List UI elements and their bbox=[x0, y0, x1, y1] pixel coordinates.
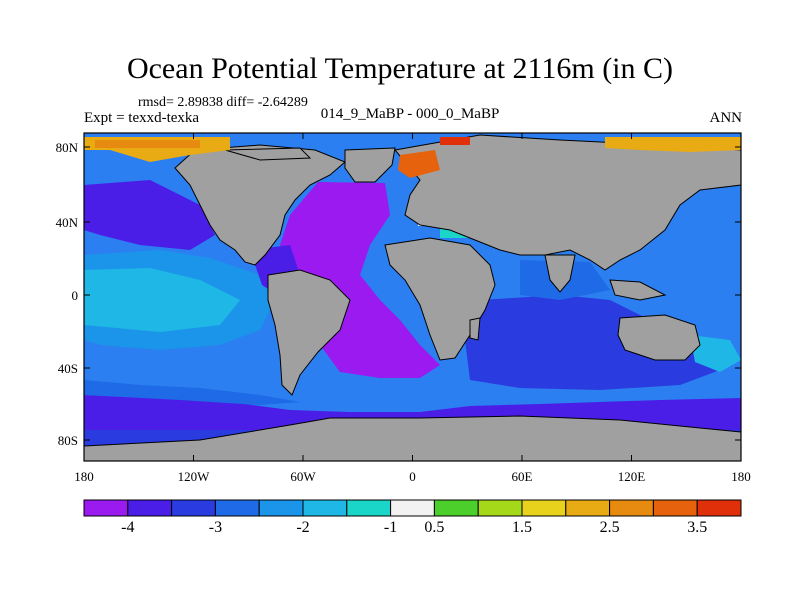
lat-tick-label: 0 bbox=[72, 288, 79, 303]
colorbar-swatch bbox=[433, 499, 479, 517]
colorbar-label: 1.5 bbox=[512, 519, 532, 536]
rmsd-diff-stats: rmsd= 2.89838 diff= -2.64289 bbox=[138, 95, 308, 110]
indian-ocean-field bbox=[465, 295, 720, 390]
east-pacific-light-field bbox=[84, 268, 240, 332]
lon-tick-label: 60W bbox=[290, 469, 316, 484]
lat-tick-label: 80N bbox=[56, 140, 79, 155]
experiment-label: Expt = texxd-texka bbox=[84, 110, 200, 126]
land-australia bbox=[617, 314, 701, 361]
colorbar-swatch bbox=[609, 499, 654, 517]
tasman-field bbox=[690, 335, 741, 372]
north-pacific-field bbox=[84, 180, 215, 250]
colorbar-swatch bbox=[346, 499, 392, 517]
colorbar-label: -4 bbox=[121, 519, 134, 536]
map-panel bbox=[83, 132, 742, 462]
colorbar-swatch bbox=[127, 499, 173, 517]
land-greenland bbox=[344, 147, 396, 183]
atlantic-field bbox=[280, 182, 440, 378]
med-east-field bbox=[440, 228, 470, 238]
lon-tick-label: 180 bbox=[731, 469, 751, 484]
lon-tick-label: 120W bbox=[178, 469, 211, 484]
colorbar-swatch bbox=[171, 499, 216, 517]
lon-tick-label: 120E bbox=[618, 469, 646, 484]
land-maritime-asia bbox=[609, 279, 667, 301]
south-pacific-field bbox=[84, 380, 300, 405]
colorbar-label: 0.5 bbox=[424, 519, 444, 536]
lat-tick-label: 40N bbox=[56, 215, 79, 230]
lat-tick-label: 80S bbox=[58, 433, 78, 448]
arctic-anomaly-fields bbox=[84, 137, 741, 178]
arctic-siberian-warm-field bbox=[605, 137, 741, 152]
colorbar: -4 -3 -2 -1 0.5 1.5 2.5 3.5 bbox=[83, 499, 742, 536]
colorbar-swatch bbox=[477, 499, 523, 517]
colorbar-swatch bbox=[302, 499, 348, 517]
colorbar-swatch bbox=[521, 499, 567, 517]
case-label: 014_9_MaBP - 000_0_MaBP bbox=[320, 106, 500, 122]
colorbar-label: -2 bbox=[296, 519, 309, 536]
plot-title: Ocean Potential Temperature at 2116m (in… bbox=[126, 52, 674, 85]
land-arctic-islands bbox=[224, 147, 312, 161]
colorbar-swatch bbox=[696, 499, 742, 517]
land-south-america bbox=[267, 269, 351, 396]
land-madagascar bbox=[469, 317, 481, 341]
colorbar-swatch bbox=[214, 499, 260, 517]
barents-warm-field bbox=[440, 137, 470, 145]
colorbar-swatch bbox=[258, 499, 304, 517]
land-india bbox=[544, 254, 576, 293]
colorbar-swatch bbox=[390, 499, 435, 517]
colorbar-label: -3 bbox=[209, 519, 222, 536]
nordic-seas-warm-field bbox=[398, 150, 440, 178]
lon-tick-label: 180 bbox=[74, 469, 94, 484]
colorbar-label: -1 bbox=[384, 519, 397, 536]
land-masses bbox=[83, 134, 742, 462]
lat-tick-label: 40S bbox=[58, 361, 78, 376]
axis-ticks: 180 120W 60W 0 60E 120E 180 80N 40N 0 40S 80S bbox=[56, 133, 751, 484]
season-label: ANN bbox=[709, 110, 743, 126]
lon-tick-label: 0 bbox=[409, 469, 416, 484]
land-africa bbox=[384, 237, 496, 361]
colorbar-label: 3.5 bbox=[687, 519, 707, 536]
colorbar-swatch bbox=[565, 499, 611, 517]
colorbar-swatch bbox=[652, 499, 698, 517]
lon-tick-label: 60E bbox=[512, 469, 533, 484]
colorbar-label: 2.5 bbox=[600, 519, 620, 536]
colorbar-swatch bbox=[83, 499, 129, 517]
arctic-pacific-warmer-field bbox=[95, 140, 200, 148]
